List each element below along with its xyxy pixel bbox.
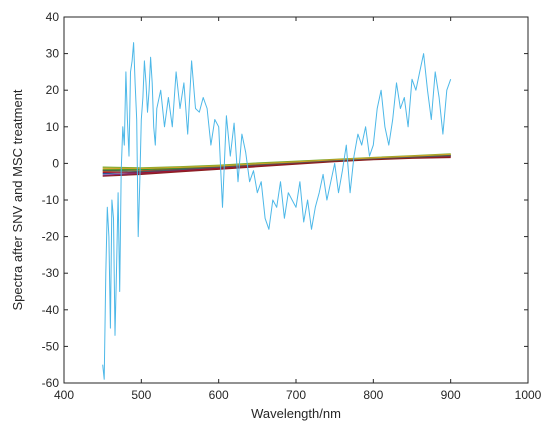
series-line (102, 156, 451, 177)
y-tick-label: 10 (46, 120, 60, 134)
y-tick-label: 0 (52, 156, 59, 170)
y-tick-label: -50 (42, 339, 60, 353)
x-axis: 400 500 600 700 800 900 1000 (54, 17, 542, 402)
y-tick-label: -10 (42, 193, 60, 207)
series-line (102, 153, 451, 170)
x-tick-label: 900 (441, 388, 461, 402)
x-tick-label: 1000 (515, 388, 542, 402)
y-tick-label: -20 (42, 230, 60, 244)
x-tick-label: 500 (131, 388, 151, 402)
x-tick-label: 800 (363, 388, 383, 402)
plot-area-frame (63, 16, 529, 384)
series-line-outlier (102, 42, 452, 380)
series-layer (102, 42, 452, 380)
y-tick-label: 20 (46, 83, 60, 97)
y-tick-label: 30 (46, 47, 60, 61)
x-tick-label: 400 (54, 388, 74, 402)
y-axis-label: Spectra after SNV and MSC treatment (10, 89, 25, 310)
x-axis-label: Wavelength/nm (251, 406, 341, 421)
y-tick-label: -60 (42, 376, 60, 390)
y-tick-label: 40 (46, 10, 60, 24)
x-tick-label: 700 (286, 388, 306, 402)
y-tick-label: -30 (42, 266, 60, 280)
x-tick-label: 600 (209, 388, 229, 402)
y-tick-label: -40 (42, 303, 60, 317)
series-line (102, 155, 451, 173)
y-axis: -60 -50 -40 -30 -20 -10 0 10 20 30 40 (42, 10, 528, 390)
